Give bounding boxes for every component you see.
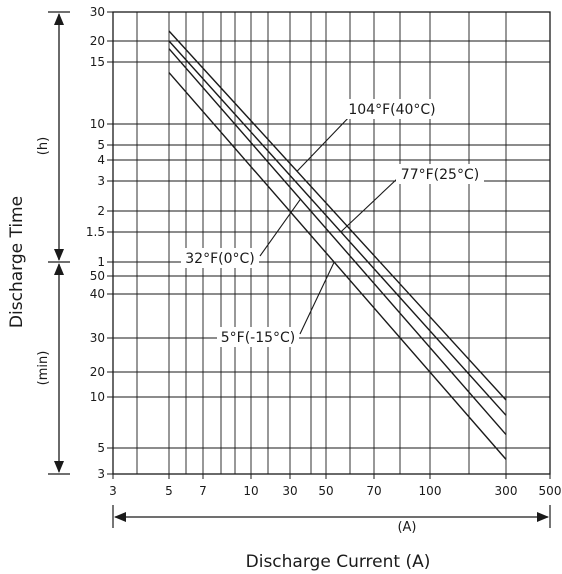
y-tick-label: 30	[90, 5, 105, 19]
annotation-backdrop	[396, 164, 484, 184]
minutes-range-arrow	[48, 263, 70, 475]
y-tick-label: 5	[97, 441, 105, 455]
x-tick-label: 50	[318, 484, 333, 498]
y-tick-label: 1	[97, 255, 105, 269]
series-annotation-label: 104°F(40°C)	[348, 102, 435, 118]
x-tick-label: 500	[539, 484, 562, 498]
series-line	[168, 40, 507, 416]
x-tick-label: 3	[109, 484, 117, 498]
series-annotation-label: 32°F(0°C)	[185, 251, 254, 267]
annotation-backdrop	[217, 327, 299, 347]
current-range-arrow	[112, 505, 551, 528]
x-tick-label: 70	[366, 484, 381, 498]
series-annotation-label: 5°F(-15°C)	[221, 330, 296, 346]
y-tick-label: 30	[90, 331, 105, 345]
x-tick-label: 30	[282, 484, 297, 498]
series-layer	[168, 30, 507, 460]
x-tick-labels: 3 5 7 10 30 50 70 100 300 500	[109, 474, 561, 498]
series-line	[168, 72, 507, 460]
y-tick-label: 10	[90, 390, 105, 404]
y-tick-label: 1.5	[86, 225, 105, 239]
grid	[113, 11, 550, 475]
y-tick-label: 3	[97, 174, 105, 188]
series-line	[168, 48, 507, 436]
y-tick-label: 15	[90, 55, 105, 69]
x-tick-label: 10	[243, 484, 258, 498]
y-tick-label: 20	[90, 365, 105, 379]
y-tick-label: 3	[97, 467, 105, 481]
y-tick-label: 5	[97, 138, 105, 152]
minutes-unit-label: (min)	[36, 351, 51, 386]
annotation-leader	[340, 177, 399, 233]
plot-border	[112, 11, 551, 475]
annotation-backdrop	[345, 99, 439, 119]
annotation-leader	[299, 261, 335, 335]
y-tick-label: 40	[90, 287, 105, 301]
x-tick-label: 100	[419, 484, 442, 498]
y-tick-label: 4	[97, 153, 105, 167]
x-tick-label: 5	[165, 484, 173, 498]
annotation-leader	[296, 113, 353, 172]
x-tick-label: 300	[495, 484, 518, 498]
hours-unit-label: (h)	[36, 137, 51, 155]
hours-range-arrow	[48, 11, 70, 263]
annotations: 104°F(40°C) 77°F(25°C) 32°F(0°C) 5°F(-15°C)	[181, 99, 484, 347]
series-line	[168, 30, 507, 401]
y-tick-label: 20	[90, 34, 105, 48]
y-tick-label: 2	[97, 204, 105, 218]
annotation-leader	[259, 198, 301, 257]
x-tick-label: 7	[199, 484, 207, 498]
x-axis-title: Discharge Current (A)	[246, 552, 431, 572]
annotation-backdrop	[181, 248, 259, 268]
x-unit-label: (A)	[397, 520, 416, 535]
y-axis-title: Discharge Time	[7, 196, 27, 328]
y-tick-label: 50	[90, 269, 105, 283]
y-tick-label: 10	[90, 117, 105, 131]
series-annotation-label: 77°F(25°C)	[401, 167, 479, 183]
